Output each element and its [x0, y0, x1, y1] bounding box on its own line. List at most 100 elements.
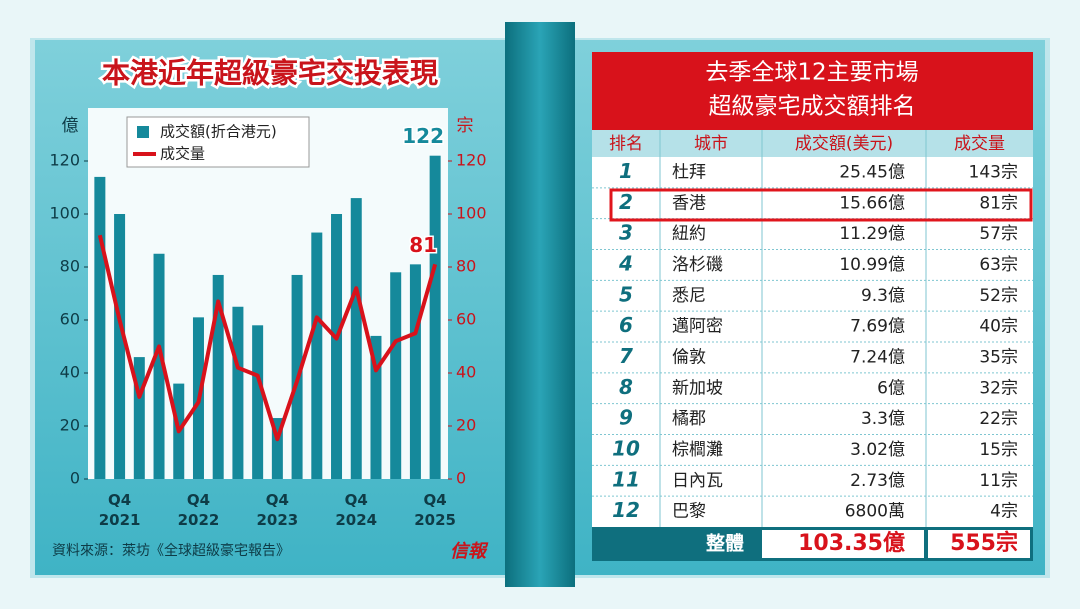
rank: 10 [612, 436, 640, 460]
volume: 81宗 [979, 193, 1018, 213]
amount: 3.02億 [850, 440, 905, 460]
source: 資料來源：萊坊《全球超級豪宅報告》 [52, 542, 290, 559]
amount: 7.69億 [850, 317, 905, 337]
y2-axis-label: 宗 [457, 116, 474, 136]
legend-swatch [137, 126, 149, 138]
rank: 2 [619, 190, 633, 214]
table-header: 成交額(美元) [795, 134, 893, 154]
data-label: 81 [409, 233, 437, 257]
city: 橘郡 [672, 409, 706, 429]
bar [232, 306, 244, 479]
volume: 32宗 [979, 378, 1018, 398]
amount: 15.66億 [839, 193, 905, 213]
rank: 6 [619, 313, 633, 337]
rank: 5 [619, 282, 633, 306]
amount: 3.3億 [861, 409, 905, 429]
city: 紐約 [672, 224, 706, 244]
y2-tick-label: 60 [456, 310, 476, 329]
amount: 7.24億 [850, 347, 905, 367]
table-header: 排名 [609, 134, 643, 154]
volume: 4宗 [990, 502, 1018, 522]
bar [331, 214, 343, 479]
volume: 63宗 [979, 255, 1018, 275]
city: 香港 [672, 193, 706, 213]
city: 巴黎 [672, 502, 706, 522]
legend-box [126, 116, 310, 168]
volume: 57宗 [979, 224, 1018, 244]
x-tick-label: Q4 2021 [99, 491, 141, 529]
rank: 8 [619, 375, 633, 399]
table-title: 超級豪宅成交額排名 [709, 94, 916, 120]
volume: 22宗 [979, 409, 1018, 429]
volume: 143宗 [969, 162, 1018, 182]
bar [114, 214, 126, 479]
logo: 信報 [450, 541, 489, 562]
y2-tick-label: 0 [456, 469, 466, 488]
total-label: 整體 [706, 532, 744, 555]
y2-tick-label: 20 [456, 416, 476, 435]
y2-tick-label: 80 [456, 257, 476, 276]
y-tick-label: 40 [60, 363, 80, 382]
bar [252, 325, 264, 479]
bar [409, 264, 421, 479]
y2-tick-label: 100 [456, 204, 487, 223]
amount: 6800萬 [845, 502, 905, 522]
y2-tick-label: 40 [456, 363, 476, 382]
y-tick-label: 0 [70, 469, 80, 488]
table-title: 去季全球12主要市場 [705, 60, 918, 86]
y2-tick-label: 120 [456, 151, 487, 170]
total-amount: 103.35億 [798, 530, 905, 556]
city: 新加坡 [672, 378, 723, 398]
bar [370, 335, 382, 479]
city: 洛杉磯 [672, 255, 723, 275]
table-title-bg [592, 52, 1033, 130]
bar [350, 198, 362, 479]
city: 日內瓦 [672, 471, 723, 491]
total-cell [928, 530, 1030, 558]
rank: 11 [612, 467, 640, 491]
rank: 1 [619, 159, 633, 183]
table-header: 成交量 [954, 134, 1005, 154]
city: 邁阿密 [672, 317, 723, 337]
bar [271, 418, 283, 479]
bar [390, 272, 402, 479]
volume: 40宗 [979, 317, 1018, 337]
y-tick-label: 100 [49, 204, 80, 223]
amount: 6億 [877, 378, 905, 398]
total-volume: 555宗 [950, 530, 1018, 556]
bar [153, 253, 165, 479]
x-tick-label: Q4 2022 [178, 491, 220, 529]
amount: 11.29億 [839, 224, 905, 244]
chart-title: 本港近年超級豪宅交投表現 [102, 57, 438, 90]
amount: 9.3億 [861, 286, 905, 306]
y-tick-label: 120 [49, 151, 80, 170]
city: 悉尼 [672, 286, 706, 306]
data-label: 122 [402, 124, 444, 148]
y-tick-label: 20 [60, 416, 80, 435]
y-tick-label: 80 [60, 257, 80, 276]
table-header-bg [592, 130, 1033, 157]
volume: 35宗 [979, 347, 1018, 367]
highlight-box [609, 188, 1033, 222]
x-tick-label: Q4 2024 [335, 491, 377, 529]
amount: 2.73億 [850, 471, 905, 491]
bar [429, 155, 441, 479]
legend-label: 成交量 [160, 145, 205, 163]
bar [311, 232, 323, 479]
bar [94, 176, 106, 479]
amount: 25.45億 [839, 162, 905, 182]
rank: 7 [619, 344, 633, 368]
x-tick-label: Q4 2023 [256, 491, 298, 529]
bar [212, 274, 224, 479]
plot-area [88, 108, 448, 479]
city: 倫敦 [672, 347, 706, 367]
table-header: 城市 [694, 134, 728, 154]
rank: 3 [619, 221, 633, 245]
bar [133, 357, 145, 479]
volume: 52宗 [979, 286, 1018, 306]
rank: 4 [618, 251, 633, 275]
rank: 12 [612, 498, 640, 522]
line [97, 234, 438, 442]
